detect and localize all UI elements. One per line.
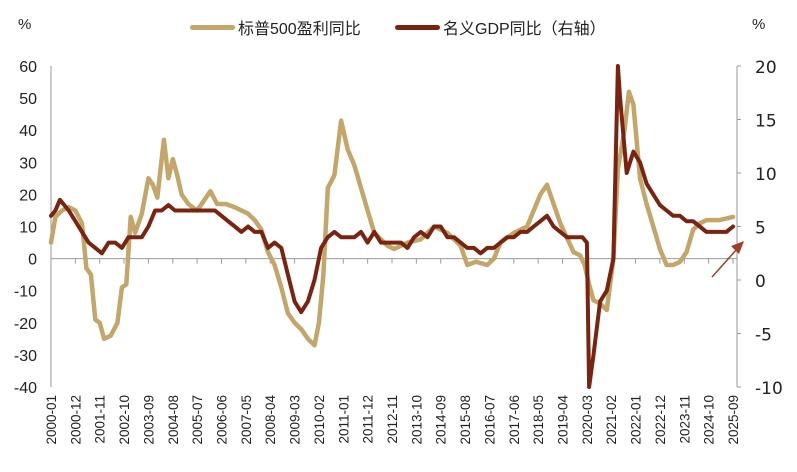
annotation-arrow-shaft: [711, 248, 738, 278]
x-axis-tick-label: 2024-10: [702, 395, 717, 445]
x-axis-tick-label: 2022-01: [629, 395, 644, 445]
x-axis-tick-label: 2009-03: [288, 395, 303, 445]
x-axis-tick-label: 2015-08: [458, 395, 473, 445]
right-axis-tick-label: -5: [755, 326, 772, 346]
right-axis-tick-label: 15: [755, 112, 777, 132]
left-axis-tick-label: 40: [19, 123, 37, 140]
right-axis-tick-label: -10: [755, 379, 783, 399]
right-axis-tick-label: 20: [755, 58, 777, 78]
x-axis-tick-label: 2018-05: [531, 395, 546, 445]
series-nominal-gdp-line: [49, 64, 735, 389]
left-axis-tick-label: 30: [19, 155, 37, 172]
x-axis-tick-label: 2001-11: [93, 395, 108, 444]
left-axis-tick-label: 50: [19, 91, 37, 108]
x-axis-tick-label: 2003-09: [141, 395, 156, 445]
x-axis-tick-label: 2011-01: [336, 395, 351, 444]
x-axis-tick-label: 2011-12: [361, 395, 376, 444]
left-axis-tick-label: -10: [14, 284, 37, 301]
x-axis-tick-label: 2020-03: [580, 395, 595, 445]
x-axis-tick-label: 2004-08: [166, 395, 181, 445]
x-axis-tick-label: 2010-02: [312, 395, 327, 445]
series-layer: [48, 64, 736, 389]
x-axis-tick-label: 2006-06: [215, 395, 230, 445]
x-axis-tick-label: 2017-06: [507, 395, 522, 445]
left-axis-tick-label: -20: [14, 316, 37, 333]
left-axis-tick-label: 0: [28, 252, 37, 269]
right-axis-tick-label: 10: [755, 165, 777, 185]
legend-label-sp500: 标普500盈利同比: [238, 21, 361, 38]
x-axis-tick-label: 2005-07: [190, 395, 205, 445]
right-axis-tick-label: 0: [755, 272, 766, 292]
legend-label-gdp: 名义GDP同比（右轴）: [443, 21, 606, 38]
left-axis-tick-label: 10: [19, 220, 37, 237]
x-axis-tick-label: 2019-04: [556, 395, 571, 445]
right-axis-unit-label: %: [752, 16, 766, 33]
legend-item-sp500-earnings: 标普500盈利同比: [190, 15, 361, 39]
x-axis-tick-label: 2008-04: [263, 395, 278, 445]
annotation-layer: [711, 241, 744, 278]
axes-layer: 6050403020100-10-20-30-4020151050-5-1020…: [14, 58, 783, 445]
chart-legend: 标普500盈利同比 名义GDP同比（右轴）: [0, 15, 797, 39]
x-axis-tick-label: 2022-12: [653, 395, 668, 445]
series-sp500-earnings-line: [48, 89, 736, 348]
x-axis-tick-label: 2021-02: [604, 395, 619, 445]
x-axis-tick-label: 2000-12: [68, 395, 83, 445]
left-axis-unit-label: %: [18, 16, 32, 33]
x-axis-tick-label: 2002-10: [117, 395, 132, 445]
left-axis-tick-label: 20: [19, 187, 37, 204]
left-axis-tick-label: 60: [19, 59, 37, 76]
annotation-arrow-head-icon: [731, 241, 744, 254]
right-axis-tick-label: 5: [755, 219, 766, 239]
x-axis-tick-label: 2023-11: [677, 395, 692, 444]
x-axis-tick-label: 2000-01: [44, 395, 59, 445]
legend-item-nominal-gdp: 名义GDP同比（右轴）: [395, 15, 606, 39]
x-axis-tick-label: 2013-10: [409, 395, 424, 445]
x-axis-tick-label: 2016-07: [482, 395, 497, 445]
legend-swatch-gdp-icon: [395, 24, 440, 30]
x-axis-tick-label: 2025-09: [726, 395, 741, 445]
x-axis-tick-label: 2014-09: [434, 395, 449, 445]
left-axis-tick-label: -30: [14, 348, 37, 365]
legend-swatch-sp500-icon: [190, 24, 235, 30]
x-axis-tick-label: 2012-11: [385, 395, 400, 444]
x-axis-tick-label: 2007-05: [239, 395, 254, 445]
left-axis-tick-label: -40: [14, 380, 37, 397]
